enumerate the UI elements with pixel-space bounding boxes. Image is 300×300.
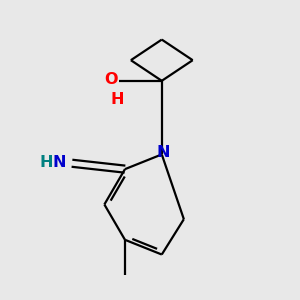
Text: H: H	[111, 92, 124, 107]
Text: H: H	[39, 155, 53, 170]
Text: N: N	[52, 155, 66, 170]
Text: O: O	[104, 72, 118, 87]
Text: N: N	[157, 146, 170, 160]
